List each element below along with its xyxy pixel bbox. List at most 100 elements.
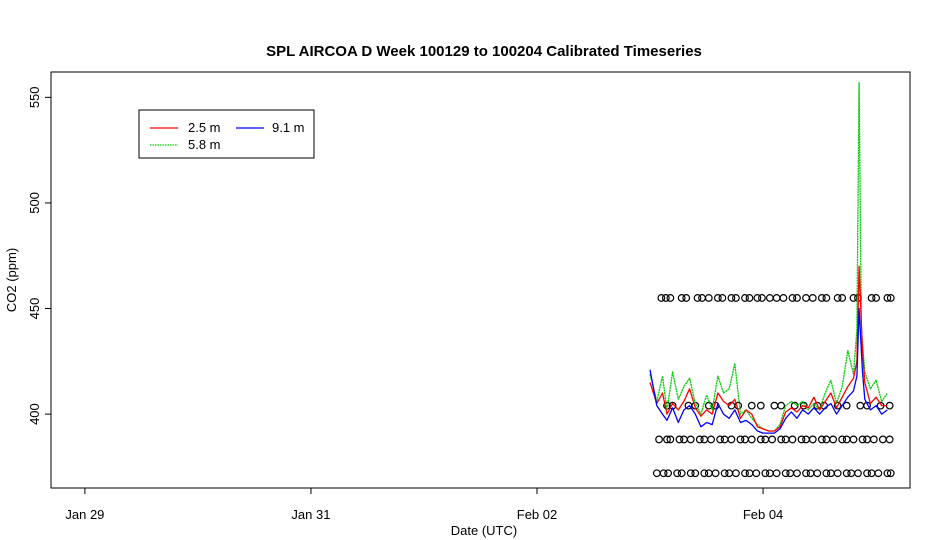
reference-point bbox=[777, 435, 786, 444]
reference-point bbox=[700, 469, 709, 478]
reference-point bbox=[842, 401, 851, 410]
reference-point bbox=[808, 435, 817, 444]
legend: 2.5 m 5.8 m 9.1 m bbox=[138, 109, 315, 159]
reference-point bbox=[695, 435, 704, 444]
reference-point bbox=[661, 294, 670, 302]
reference-point bbox=[856, 401, 865, 410]
reference-point bbox=[677, 294, 686, 302]
reference-point bbox=[847, 469, 856, 478]
reference-point bbox=[745, 469, 754, 478]
x-tick-label: Jan 31 bbox=[291, 507, 330, 522]
reference-point bbox=[817, 294, 826, 302]
reference-point bbox=[698, 294, 706, 302]
reference-point bbox=[677, 469, 686, 478]
reference-point bbox=[833, 401, 842, 410]
x-axis: Jan 29 Jan 31 Feb 02 Feb 04 bbox=[65, 488, 783, 522]
reference-point bbox=[770, 401, 779, 410]
reference-point bbox=[753, 294, 762, 302]
reference-point bbox=[686, 435, 695, 444]
reference-point bbox=[777, 401, 786, 410]
series-line-2-5-m bbox=[649, 265, 888, 432]
reference-point bbox=[664, 469, 673, 478]
reference-point bbox=[797, 435, 806, 444]
reference-point bbox=[838, 294, 847, 302]
reference-point bbox=[700, 435, 709, 444]
legend-box bbox=[138, 109, 315, 159]
reference-point bbox=[869, 435, 878, 444]
reference-point bbox=[808, 294, 817, 302]
reference-point bbox=[720, 469, 729, 478]
reference-point bbox=[761, 435, 770, 444]
x-axis-label: Date (UTC) bbox=[451, 523, 517, 538]
x-tick-label: Feb 02 bbox=[517, 507, 557, 522]
reference-point bbox=[874, 469, 883, 478]
reference-point bbox=[886, 294, 895, 302]
reference-point bbox=[822, 435, 831, 444]
reference-point bbox=[704, 294, 713, 302]
reference-point bbox=[867, 294, 876, 302]
reference-point bbox=[765, 294, 774, 302]
y-axis: 400 450 500 550 bbox=[27, 86, 51, 425]
reference-point bbox=[756, 435, 765, 444]
reference-point bbox=[666, 435, 675, 444]
reference-point bbox=[822, 294, 831, 302]
reference-point bbox=[659, 469, 668, 478]
reference-point bbox=[833, 469, 842, 478]
reference-point bbox=[704, 469, 713, 478]
reference-point bbox=[772, 469, 781, 478]
reference-point bbox=[802, 469, 810, 478]
reference-point bbox=[886, 469, 895, 478]
reference-point bbox=[655, 435, 663, 444]
reference-point bbox=[863, 469, 871, 478]
reference-point bbox=[727, 294, 736, 302]
reference-point bbox=[838, 435, 847, 444]
y-tick-label: 450 bbox=[27, 298, 42, 320]
reference-point bbox=[761, 469, 770, 478]
reference-point bbox=[817, 435, 826, 444]
reference-point bbox=[793, 469, 801, 478]
reference-point bbox=[741, 469, 749, 478]
reference-point bbox=[885, 435, 894, 444]
reference-point bbox=[849, 435, 858, 444]
reference-point bbox=[822, 469, 831, 478]
reference-point bbox=[675, 435, 684, 444]
reference-point bbox=[657, 294, 666, 302]
reference-point bbox=[863, 435, 871, 444]
reference-point bbox=[772, 294, 781, 302]
reference-point bbox=[826, 469, 835, 478]
reference-point bbox=[802, 294, 810, 302]
reference-point bbox=[716, 435, 725, 444]
reference-point bbox=[806, 469, 815, 478]
reference-point bbox=[732, 469, 740, 478]
reference-point bbox=[786, 469, 795, 478]
reference-point bbox=[802, 435, 810, 444]
reference-point bbox=[758, 294, 766, 302]
reference-point bbox=[745, 294, 754, 302]
reference-point bbox=[883, 294, 892, 302]
plot-frame bbox=[50, 71, 911, 489]
reference-point bbox=[741, 435, 749, 444]
reference-point bbox=[727, 435, 736, 444]
reference-point bbox=[781, 435, 790, 444]
reference-point bbox=[747, 435, 756, 444]
reference-point bbox=[854, 469, 862, 478]
reference-point bbox=[741, 294, 749, 302]
reference-point bbox=[793, 294, 801, 302]
legend-label-2-5m: 2.5 m bbox=[188, 120, 221, 135]
chart-title: SPL AIRCOA D Week 100129 to 100204 Calib… bbox=[266, 43, 702, 60]
reference-point bbox=[842, 469, 851, 478]
reference-point bbox=[663, 435, 671, 444]
series-line-9-1-m bbox=[649, 307, 888, 434]
reference-point bbox=[788, 294, 797, 302]
reference-point bbox=[833, 294, 842, 302]
reference-point bbox=[713, 294, 722, 302]
series-lines bbox=[649, 81, 888, 434]
reference-point bbox=[691, 469, 700, 478]
reference-point bbox=[711, 469, 720, 478]
reference-point bbox=[686, 469, 695, 478]
reference-point bbox=[842, 435, 851, 444]
y-axis-label: CO2 (ppm) bbox=[4, 248, 19, 312]
reference-point bbox=[747, 401, 756, 410]
reference-point bbox=[736, 435, 745, 444]
